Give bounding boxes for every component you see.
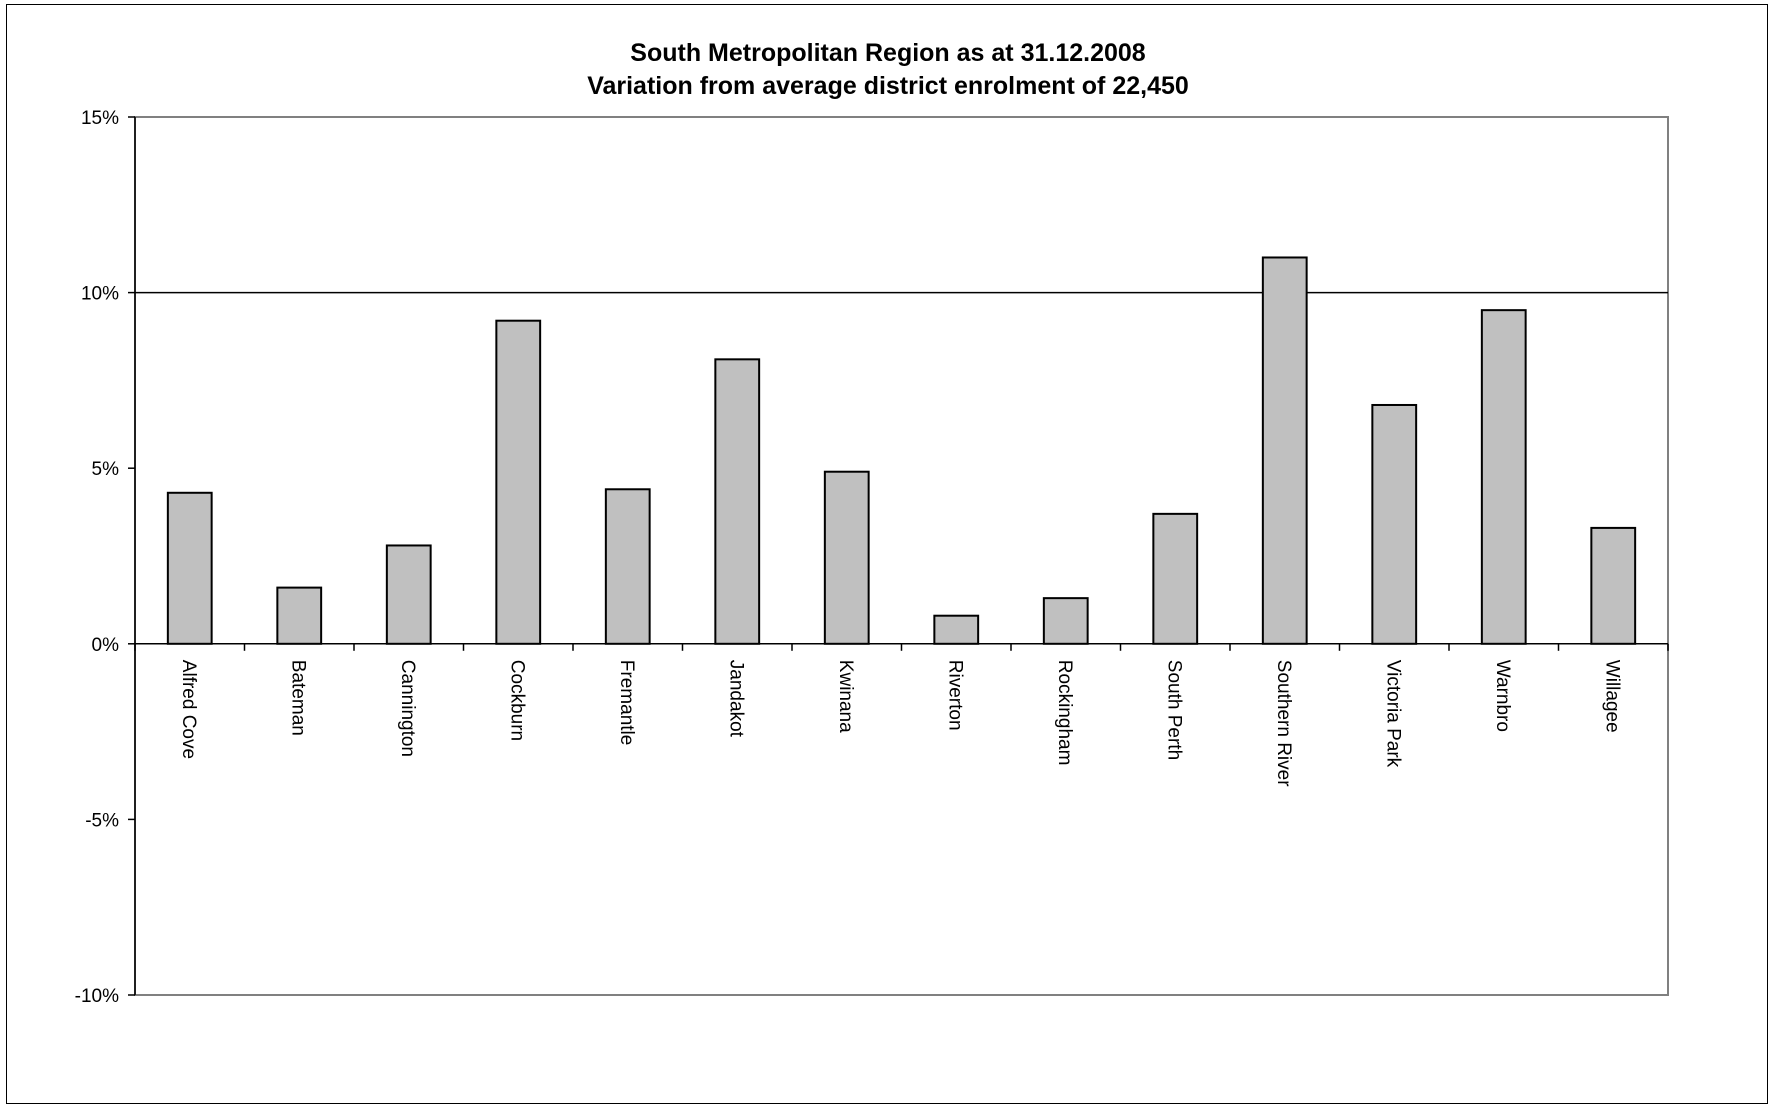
x-tick-label: Southern River [1273,660,1294,787]
chart-subtitle: Variation from average district enrolmen… [587,72,1189,100]
x-tick-labels: Alfred Cove Bateman Cannington Cockburn Frem… [178,660,1623,787]
x-tick-label: Cockburn [506,660,527,741]
bar [166,491,213,645]
x-tick-label: Kwinana [835,660,856,733]
plot-area [134,116,1669,996]
bar [495,319,542,645]
bar [933,614,980,645]
bar [1152,512,1199,645]
x-tick-label: Rockingham [1054,660,1075,766]
bar [1590,526,1637,645]
x-tick-label: Cannington [397,660,418,757]
bar [823,470,870,645]
y-tick-label: 10% [81,284,119,305]
x-axis [134,643,1669,651]
bar [1261,256,1308,645]
bar [1480,309,1527,645]
y-axis: 15% 10% 5% 0% -5% -10% [75,108,136,1007]
x-tick-label: Jandakot [725,660,746,738]
x-tick-label: Riverton [944,660,965,731]
bar [604,488,651,645]
y-tick-label: 15% [81,108,119,129]
x-tick-label: Bateman [287,660,308,736]
y-tick-label: 0% [92,635,120,656]
x-tick-label: Alfred Cove [178,660,199,759]
bar [714,358,761,645]
x-tick-label: Fremantle [616,660,637,746]
x-tick-label: Willagee [1601,660,1622,733]
bar [276,586,323,645]
bar [385,544,432,645]
bar [1042,597,1089,645]
y-tick-label: 5% [92,459,120,480]
x-tick-label: Warnbro [1492,660,1513,732]
chart-title: South Metropolitan Region as at 31.12.20… [630,39,1146,67]
y-tick-label: -5% [85,810,119,831]
y-tick-label: -10% [75,986,119,1007]
x-tick-label: South Perth [1163,660,1184,760]
bar [1371,403,1418,645]
x-tick-label: Victoria Park [1382,660,1403,768]
